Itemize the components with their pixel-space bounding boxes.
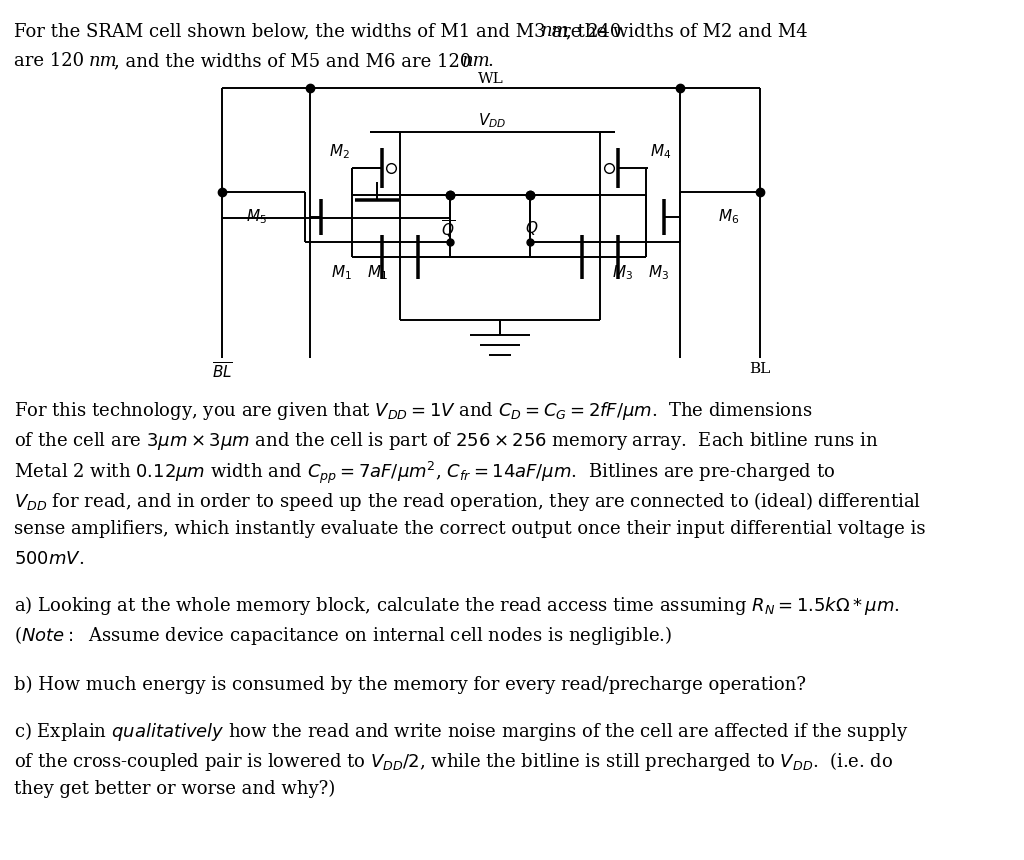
Text: For this technology, you are given that $V_{DD} = 1V$ and $C_D = C_G = 2fF/\mu m: For this technology, you are given that … bbox=[14, 400, 813, 422]
Text: a) Looking at the whole memory block, calculate the read access time assuming $R: a) Looking at the whole memory block, ca… bbox=[14, 594, 900, 617]
Text: $Q$: $Q$ bbox=[525, 219, 539, 237]
Text: b) How much energy is consumed by the memory for every read/precharge operation?: b) How much energy is consumed by the me… bbox=[14, 676, 806, 694]
Text: sense amplifiers, which instantly evaluate the correct output once their input d: sense amplifiers, which instantly evalua… bbox=[14, 520, 926, 538]
Text: nm: nm bbox=[89, 52, 118, 70]
Text: nm: nm bbox=[462, 52, 490, 70]
Text: $M_1$: $M_1$ bbox=[368, 264, 388, 282]
Text: nm: nm bbox=[541, 22, 569, 40]
Text: $V_{DD}$: $V_{DD}$ bbox=[478, 111, 506, 130]
Text: they get better or worse and why?): they get better or worse and why?) bbox=[14, 780, 335, 798]
Text: $\overline{Q}$: $\overline{Q}$ bbox=[441, 219, 455, 241]
Text: are 120: are 120 bbox=[14, 52, 84, 70]
Text: BL: BL bbox=[750, 362, 771, 376]
Text: .: . bbox=[487, 52, 493, 70]
Text: $M_3$: $M_3$ bbox=[612, 264, 633, 282]
Text: $M_6$: $M_6$ bbox=[718, 207, 739, 226]
Text: ($\it{Note:}$  Assume device capacitance on internal cell nodes is negligible.): ($\it{Note:}$ Assume device capacitance … bbox=[14, 624, 672, 647]
Text: of the cross-coupled pair is lowered to $V_{DD}/2$, while the bitline is still p: of the cross-coupled pair is lowered to … bbox=[14, 750, 893, 773]
Text: c) Explain $\it{qualitatively}$ how the read and write noise margins of the cell: c) Explain $\it{qualitatively}$ how the … bbox=[14, 720, 908, 743]
Text: $M_3$: $M_3$ bbox=[648, 264, 669, 282]
Text: , and the widths of M5 and M6 are 120: , and the widths of M5 and M6 are 120 bbox=[114, 52, 471, 70]
Text: For the SRAM cell shown below, the widths of M1 and M3 are 240: For the SRAM cell shown below, the width… bbox=[14, 22, 622, 40]
Text: $M_5$: $M_5$ bbox=[246, 207, 267, 226]
Text: $M_1$: $M_1$ bbox=[331, 264, 352, 282]
Text: of the cell are $3\mu m \times 3\mu m$ and the cell is part of $256 \times 256$ : of the cell are $3\mu m \times 3\mu m$ a… bbox=[14, 430, 879, 452]
Text: $500mV$.: $500mV$. bbox=[14, 550, 84, 568]
Text: $M_4$: $M_4$ bbox=[650, 143, 672, 162]
Text: $V_{DD}$ for read, and in order to speed up the read operation, they are connect: $V_{DD}$ for read, and in order to speed… bbox=[14, 490, 921, 513]
Text: Metal 2 with $0.12\mu m$ width and $C_{pp} = 7aF/\mu m^2$, $C_{fr} = 14aF/\mu m$: Metal 2 with $0.12\mu m$ width and $C_{p… bbox=[14, 460, 836, 486]
Text: , the widths of M2 and M4: , the widths of M2 and M4 bbox=[566, 22, 808, 40]
Text: WL: WL bbox=[478, 72, 504, 86]
Text: $M_2$: $M_2$ bbox=[329, 143, 350, 162]
Text: $\overline{BL}$: $\overline{BL}$ bbox=[212, 362, 232, 382]
